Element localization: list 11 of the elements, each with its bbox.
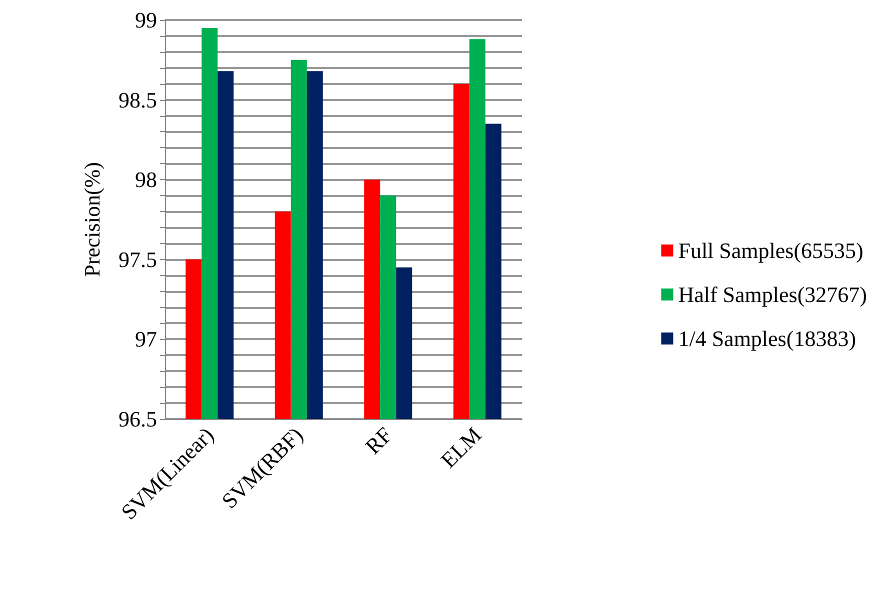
y-tick-label: 98.5 xyxy=(118,87,157,112)
legend-label: 1/4 Samples(18383) xyxy=(678,326,856,351)
y-tick-label: 97 xyxy=(135,326,157,352)
legend-label: Full Samples(65535) xyxy=(678,238,864,263)
y-axis-title: Precision(%) xyxy=(80,162,104,277)
x-tick-label: RF xyxy=(360,422,397,459)
y-tick-label: 96.5 xyxy=(118,406,157,432)
y-tick-label: 98 xyxy=(135,167,157,192)
y-tick-label: 99 xyxy=(135,8,157,32)
y-tick-label: 97.5 xyxy=(118,246,157,272)
legend-label: Half Samples(32767) xyxy=(678,282,868,307)
